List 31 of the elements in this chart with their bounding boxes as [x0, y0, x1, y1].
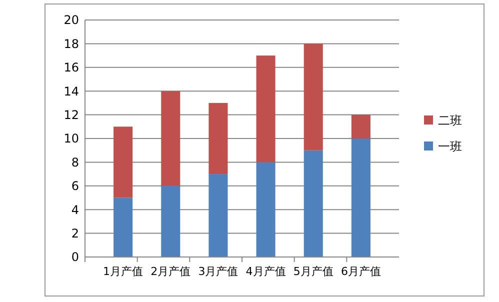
legend-label: 一班 — [438, 140, 462, 154]
bar — [351, 114, 370, 138]
y-tick-label: 14 — [64, 84, 79, 98]
bar — [161, 91, 180, 186]
y-tick-label: 6 — [71, 179, 79, 194]
x-tick-label: 6月产值 — [340, 265, 381, 278]
x-tick-label: 5月产值 — [293, 265, 334, 278]
y-tick-label: 8 — [71, 155, 79, 170]
bar — [208, 174, 228, 257]
bar — [304, 44, 323, 150]
x-tick-label: 3月产值 — [198, 265, 238, 278]
bar — [114, 126, 133, 198]
x-tick-label: 4月产值 — [246, 265, 286, 278]
legend-label: 二班 — [438, 114, 462, 128]
bar — [256, 56, 276, 162]
bar — [114, 198, 133, 257]
x-tick-label: 2月产值 — [150, 265, 191, 278]
y-tick-label: 0 — [71, 250, 79, 264]
y-tick-label: 4 — [71, 202, 79, 217]
y-tick-label: 20 — [64, 13, 79, 28]
y-tick-label: 2 — [71, 226, 79, 240]
y-tick-label: 12 — [64, 108, 79, 122]
bar — [208, 102, 228, 174]
x-tick-label: 1月产值 — [103, 265, 144, 278]
y-tick-label: 18 — [64, 36, 79, 51]
y-tick-label: 16 — [64, 60, 79, 75]
y-tick-label: 10 — [64, 132, 79, 146]
bar — [351, 138, 370, 257]
bar — [161, 186, 180, 257]
bar — [304, 150, 323, 257]
bar — [256, 162, 276, 257]
